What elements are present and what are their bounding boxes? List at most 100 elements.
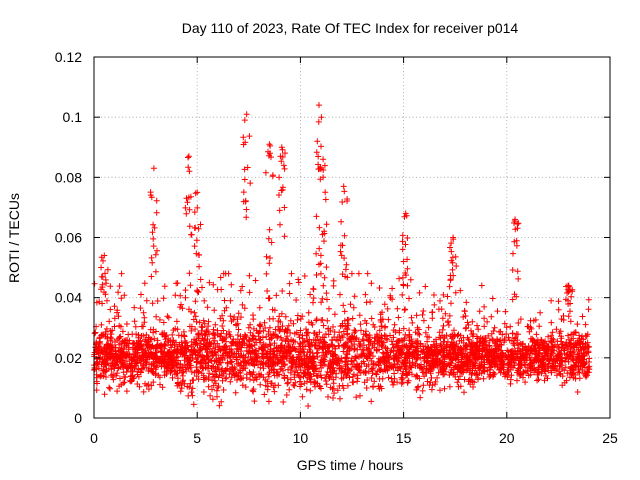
data-point bbox=[318, 317, 325, 324]
data-point bbox=[424, 352, 431, 359]
data-point bbox=[223, 304, 230, 311]
data-point bbox=[117, 333, 124, 340]
data-point bbox=[345, 322, 352, 329]
data-point bbox=[279, 344, 286, 351]
data-point bbox=[102, 270, 108, 277]
data-point bbox=[297, 327, 304, 334]
data-point bbox=[399, 246, 406, 253]
data-point bbox=[238, 314, 244, 321]
data-point bbox=[407, 364, 414, 371]
data-point bbox=[249, 356, 256, 363]
data-point bbox=[206, 331, 213, 338]
data-point bbox=[290, 320, 297, 327]
data-point bbox=[101, 391, 108, 398]
data-point bbox=[424, 378, 431, 385]
data-point bbox=[119, 328, 126, 335]
data-point bbox=[305, 309, 312, 316]
data-point bbox=[449, 259, 456, 266]
data-point bbox=[342, 371, 349, 378]
data-point bbox=[250, 386, 257, 393]
data-point bbox=[530, 317, 537, 324]
data-point bbox=[214, 327, 221, 334]
data-point bbox=[195, 225, 202, 232]
data-point bbox=[446, 312, 453, 319]
data-point bbox=[91, 366, 98, 373]
data-point bbox=[435, 369, 442, 376]
data-point bbox=[107, 283, 114, 290]
y-tick-label: 0.12 bbox=[55, 49, 82, 65]
data-point bbox=[556, 348, 563, 355]
data-point bbox=[374, 333, 381, 340]
data-point bbox=[153, 313, 160, 320]
data-point bbox=[99, 331, 105, 338]
data-point bbox=[394, 357, 401, 364]
data-point bbox=[303, 386, 310, 393]
data-point bbox=[104, 342, 111, 349]
data-point bbox=[350, 304, 357, 311]
data-point bbox=[583, 333, 590, 340]
data-point bbox=[189, 392, 196, 399]
data-point bbox=[121, 352, 128, 359]
data-point bbox=[117, 356, 123, 363]
data-point bbox=[183, 210, 190, 217]
data-point bbox=[561, 379, 568, 386]
data-point bbox=[194, 288, 201, 295]
data-point bbox=[199, 284, 205, 291]
data-point bbox=[554, 366, 560, 373]
data-point bbox=[296, 349, 302, 356]
data-point bbox=[95, 350, 102, 357]
data-point bbox=[527, 335, 534, 342]
data-point bbox=[185, 164, 192, 171]
data-point bbox=[497, 328, 504, 335]
data-point bbox=[247, 349, 254, 356]
data-point bbox=[452, 253, 459, 260]
data-point bbox=[313, 372, 320, 379]
x-tick-label: 15 bbox=[396, 430, 412, 446]
data-point bbox=[296, 378, 303, 385]
data-point bbox=[246, 348, 253, 355]
data-point bbox=[386, 359, 393, 366]
data-point bbox=[170, 327, 177, 334]
axis-ticks bbox=[93, 56, 611, 419]
data-point bbox=[399, 238, 406, 245]
data-point bbox=[403, 344, 410, 351]
data-point bbox=[158, 348, 165, 354]
data-point bbox=[269, 306, 276, 313]
data-point bbox=[399, 291, 406, 298]
data-point bbox=[294, 369, 301, 376]
data-point bbox=[261, 353, 267, 360]
data-point bbox=[261, 391, 268, 398]
data-point bbox=[471, 352, 478, 359]
data-point bbox=[150, 379, 157, 386]
data-point bbox=[264, 386, 271, 393]
data-point bbox=[406, 295, 412, 302]
data-point bbox=[276, 192, 282, 198]
data-point bbox=[431, 301, 438, 308]
data-point bbox=[138, 352, 145, 359]
data-point bbox=[321, 238, 327, 245]
data-point bbox=[364, 377, 371, 383]
data-point bbox=[262, 325, 269, 331]
data-point bbox=[240, 198, 247, 205]
data-point bbox=[534, 341, 541, 348]
data-point bbox=[116, 283, 123, 290]
data-point bbox=[341, 188, 348, 195]
data-point bbox=[452, 373, 459, 380]
data-point bbox=[281, 233, 288, 240]
data-point bbox=[565, 332, 571, 339]
data-point bbox=[378, 323, 385, 329]
data-point bbox=[515, 331, 521, 338]
data-point bbox=[562, 296, 569, 303]
data-point bbox=[333, 370, 340, 377]
data-point bbox=[358, 327, 364, 334]
data-point bbox=[333, 336, 340, 343]
data-point bbox=[228, 366, 235, 373]
data-point bbox=[297, 316, 304, 322]
data-point bbox=[92, 329, 99, 336]
data-point bbox=[174, 349, 181, 356]
data-point bbox=[416, 289, 423, 296]
data-point bbox=[570, 366, 576, 373]
data-point bbox=[108, 343, 115, 350]
data-point bbox=[138, 333, 145, 339]
data-point bbox=[250, 377, 257, 384]
